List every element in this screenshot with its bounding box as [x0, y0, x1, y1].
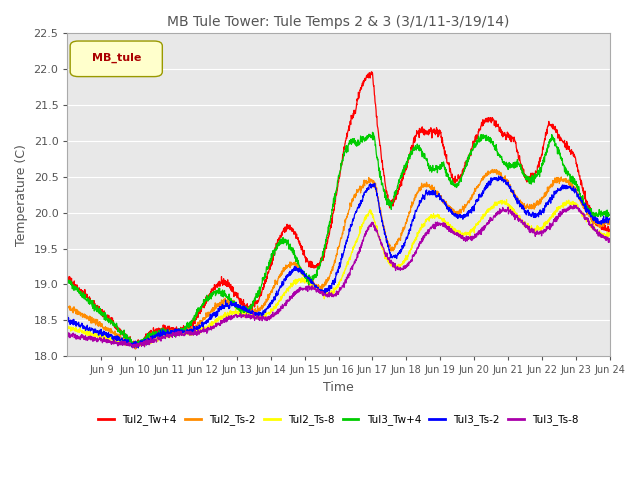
Line: Tul2_Ts-8: Tul2_Ts-8 — [67, 200, 609, 347]
Legend: Tul2_Tw+4, Tul2_Ts-2, Tul2_Ts-8, Tul3_Tw+4, Tul3_Ts-2, Tul3_Ts-8: Tul2_Tw+4, Tul2_Ts-2, Tul2_Ts-8, Tul3_Tw… — [94, 410, 583, 429]
Line: Tul3_Ts-2: Tul3_Ts-2 — [67, 176, 609, 348]
Tul2_Tw+4 — [590, 216, 598, 222]
X-axis label: Time: Time — [323, 381, 354, 394]
Tul3_Tw+4 — [491, 143, 499, 148]
Tul2_Tw+4 — [313, 264, 321, 269]
Tul2_Ts-2 — [63, 304, 71, 310]
Tul3_Ts-8 — [570, 202, 578, 208]
Tul3_Ts-2 — [328, 283, 335, 289]
Tul2_Ts-8 — [502, 197, 510, 203]
Tul2_Ts-8 — [129, 344, 137, 350]
Line: Tul3_Ts-8: Tul3_Ts-8 — [67, 205, 609, 348]
Tul3_Ts-2 — [63, 313, 71, 319]
Tul2_Tw+4 — [367, 69, 375, 74]
Tul2_Ts-2 — [491, 169, 499, 175]
Tul2_Ts-2 — [590, 216, 598, 222]
Tul3_Tw+4 — [369, 130, 376, 135]
Tul2_Ts-2 — [92, 320, 99, 326]
Tul2_Ts-2 — [328, 270, 335, 276]
Tul3_Ts-8 — [590, 224, 598, 230]
Tul3_Ts-8 — [591, 226, 598, 232]
FancyBboxPatch shape — [70, 41, 163, 77]
Tul2_Ts-8 — [591, 223, 598, 229]
Tul3_Ts-8 — [605, 236, 613, 241]
Tul2_Ts-8 — [92, 334, 99, 339]
Tul3_Ts-2 — [313, 285, 321, 291]
Tul3_Ts-8 — [491, 214, 499, 220]
Tul3_Ts-2 — [590, 214, 598, 220]
Tul2_Ts-8 — [328, 288, 335, 294]
Y-axis label: Temperature (C): Temperature (C) — [15, 144, 28, 246]
Tul3_Ts-2 — [495, 173, 502, 179]
Tul2_Tw+4 — [63, 274, 71, 280]
Tul2_Ts-2 — [605, 218, 613, 224]
Tul3_Tw+4 — [313, 273, 321, 279]
Line: Tul2_Ts-2: Tul2_Ts-2 — [67, 169, 609, 348]
Tul2_Ts-2 — [313, 283, 321, 288]
Tul2_Tw+4 — [131, 346, 139, 352]
Tul3_Ts-2 — [134, 345, 142, 351]
Tul3_Ts-8 — [92, 335, 99, 340]
Text: MB_tule: MB_tule — [92, 53, 141, 63]
Tul3_Ts-2 — [605, 216, 613, 222]
Tul2_Ts-2 — [488, 167, 496, 172]
Tul2_Ts-8 — [605, 232, 613, 238]
Title: MB Tule Tower: Tule Temps 2 & 3 (3/1/11-3/19/14): MB Tule Tower: Tule Temps 2 & 3 (3/1/11-… — [167, 15, 509, 29]
Tul3_Tw+4 — [131, 345, 138, 350]
Tul3_Tw+4 — [328, 213, 335, 219]
Tul2_Ts-2 — [591, 220, 598, 226]
Tul2_Tw+4 — [591, 216, 598, 222]
Tul2_Tw+4 — [92, 305, 99, 311]
Tul2_Tw+4 — [328, 222, 335, 228]
Tul3_Ts-2 — [491, 177, 499, 182]
Tul3_Ts-2 — [92, 330, 99, 336]
Tul2_Ts-8 — [491, 199, 499, 205]
Line: Tul3_Tw+4: Tul3_Tw+4 — [67, 132, 609, 348]
Tul3_Ts-8 — [328, 292, 335, 298]
Tul3_Tw+4 — [92, 302, 99, 308]
Tul3_Ts-8 — [129, 345, 137, 351]
Tul3_Tw+4 — [63, 277, 71, 283]
Tul3_Tw+4 — [591, 212, 598, 217]
Tul3_Ts-8 — [313, 287, 321, 292]
Tul2_Ts-8 — [313, 286, 321, 292]
Tul3_Ts-2 — [591, 215, 598, 220]
Line: Tul2_Tw+4: Tul2_Tw+4 — [67, 72, 609, 349]
Tul3_Tw+4 — [590, 214, 598, 220]
Tul2_Tw+4 — [605, 227, 613, 232]
Tul2_Ts-2 — [132, 346, 140, 351]
Tul2_Ts-8 — [590, 227, 598, 232]
Tul2_Tw+4 — [491, 119, 499, 124]
Tul3_Tw+4 — [605, 212, 613, 217]
Tul3_Ts-8 — [63, 336, 71, 341]
Tul2_Ts-8 — [63, 323, 71, 329]
